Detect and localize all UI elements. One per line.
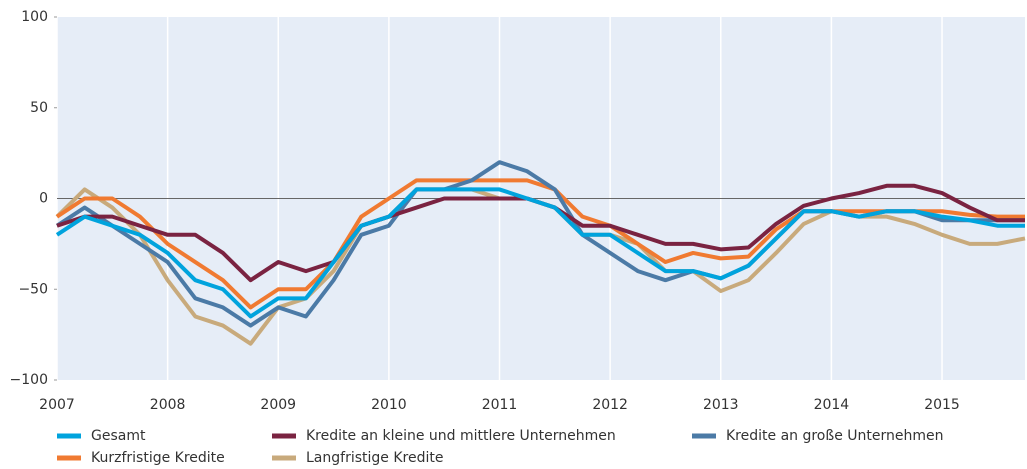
series-line — [55, 187, 1025, 319]
legend-label: Langfristige Kredite — [306, 450, 443, 466]
x-tick-label: 2011 — [482, 397, 518, 413]
x-tick-label: 2015 — [924, 397, 960, 413]
series-line — [55, 178, 1025, 310]
x-tick-label: 2014 — [814, 397, 850, 413]
y-tick-label: 0 — [39, 191, 48, 207]
x-tick-label: 2007 — [39, 397, 75, 413]
x-tick-label: 2009 — [260, 397, 296, 413]
y-tick-label: 50 — [30, 100, 48, 116]
y-tick-label: −100 — [10, 372, 48, 388]
legend-label: Kurzfristige Kredite — [91, 450, 225, 466]
x-tick-label: 2013 — [703, 397, 739, 413]
y-tick-label: −50 — [18, 281, 48, 297]
legend-label: Kredite an kleine und mittlere Unternehm… — [306, 428, 616, 444]
legend-label: Kredite an große Unternehmen — [726, 428, 943, 444]
x-tick-label: 2012 — [592, 397, 628, 413]
x-tick-label: 2010 — [371, 397, 407, 413]
y-tick-label: 100 — [21, 9, 48, 25]
x-tick-label: 2008 — [150, 397, 186, 413]
legend-label: Gesamt — [91, 428, 146, 444]
